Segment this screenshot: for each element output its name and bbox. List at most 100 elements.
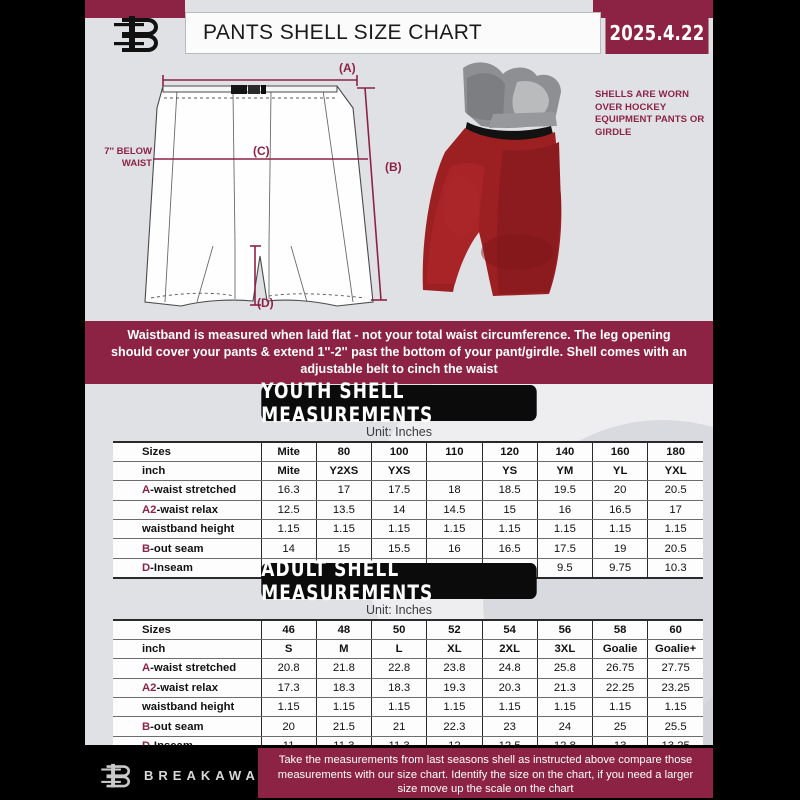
measurement-instructions-banner: Waistband is measured when laid flat - n… [85, 321, 713, 384]
table-cell: YXS [371, 461, 428, 482]
brand-logo-icon [85, 12, 185, 54]
row-label: A2-waist relax [113, 678, 262, 699]
footer-brand-name: BREAKAWAY [144, 767, 273, 783]
row-label: waistband height [113, 697, 262, 718]
footer-brand: BREAKAWAY [100, 760, 272, 790]
table-cell: 25 [592, 716, 649, 737]
diagram-region: (A) (B) (C) (D) 7'' BELOW WAIST SHELLS A… [85, 56, 713, 318]
dimension-label-c: (C) [253, 144, 270, 158]
table-cell: 16.3 [261, 480, 317, 501]
table-cell: 48 [316, 618, 373, 640]
date-badge: 2025.4.22 [605, 12, 709, 54]
table-cell: 56 [537, 618, 594, 640]
table-cell: Mite [261, 440, 317, 462]
table-cell: 23.8 [426, 658, 483, 679]
table-cell: 160 [592, 440, 649, 462]
shorts-technical-drawing [144, 62, 562, 307]
youth-unit-label: Unit: Inches [365, 425, 432, 439]
table-cell: Goalie [592, 639, 649, 660]
table-cell: XL [426, 639, 483, 660]
photo-note: SHELLS ARE WORN OVER HOCKEY EQUIPMENT PA… [595, 89, 705, 138]
table-cell: 21.3 [537, 678, 594, 699]
table-cell: 1.15 [371, 697, 428, 718]
youth-measurements-table: Sizes Mite 80 100 110 120 140 160 180 inch Mite Y2X… [113, 440, 703, 579]
row-label: B-out seam [113, 716, 262, 737]
adult-section-heading: ADULT SHELL MEASUREMENTS [261, 557, 537, 605]
table-cell: 22.25 [592, 678, 649, 699]
brand-logo-footer-icon [101, 763, 130, 788]
row-label: A2-waist relax [113, 500, 262, 521]
table-cell: 17.3 [261, 678, 317, 699]
table-cell: 16.5 [592, 500, 649, 521]
table-cell: 22.8 [371, 658, 428, 679]
table-cell: 15.5 [371, 538, 428, 559]
table-cell: 10.3 [647, 558, 703, 579]
table-row: Sizes Mite 80 100 110 120 140 160 180 [113, 440, 703, 462]
header-row: PANTS SHELL SIZE CHART 2025.4.22 [85, 12, 713, 54]
table-cell: 17 [316, 480, 373, 501]
row-label-marker: A2 [142, 681, 157, 694]
table-cell: M [316, 639, 373, 660]
table-cell: 1.15 [426, 519, 483, 540]
table-cell: YS [482, 461, 538, 482]
product-photo [422, 62, 562, 296]
table-cell: 18 [426, 480, 483, 501]
table-row: B-out seam 20 21.5 21 22.3 23 24 25 25.5 [113, 716, 703, 737]
row-label: A-waist stretched [113, 658, 262, 679]
table-cell: 80 [316, 440, 373, 462]
table-row: A-waist stretched 16.3 17 17.5 18 18.5 19.5 20 2… [113, 480, 703, 501]
row-label: Sizes [113, 618, 262, 640]
table-cell: 110 [426, 440, 483, 462]
table-cell: 50 [371, 618, 428, 640]
table-row: A-waist stretched 20.8 21.8 22.8 23.8 24.8 25.… [113, 658, 703, 679]
adult-measurements-table: Sizes 46 48 50 52 54 56 58 60 inch S M L XL 2XL 3XL Goal… [113, 618, 703, 757]
table-cell: YXL [647, 461, 703, 482]
table-cell: 100 [371, 440, 428, 462]
table-cell: 13.5 [316, 500, 373, 521]
table-cell: Goalie+ [647, 639, 703, 660]
table-cell: 12.5 [261, 500, 317, 521]
table-cell: 17.5 [371, 480, 428, 501]
table-cell: 60 [647, 618, 703, 640]
footer-instructions: Take the measurements from last seasons … [258, 748, 713, 798]
waist-note-line-2: WAIST [121, 158, 152, 169]
table-cell: 1.15 [482, 519, 538, 540]
table-cell: 3XL [537, 639, 594, 660]
table-cell: 1.15 [537, 519, 594, 540]
table-cell: 20 [592, 480, 649, 501]
table-cell: 22.3 [426, 716, 483, 737]
row-label-marker: B [142, 720, 151, 733]
table-cell: 23 [482, 716, 538, 737]
row-label: inch [113, 461, 262, 482]
table-cell: 52 [426, 618, 483, 640]
table-row: waistband height 1.15 1.15 1.15 1.15 1.15 1.15… [113, 519, 703, 540]
table-cell: 16.5 [482, 538, 538, 559]
table-cell: 20.5 [647, 538, 703, 559]
table-cell: 25.8 [537, 658, 594, 679]
table-cell: Mite [261, 461, 317, 482]
table-cell: 140 [537, 440, 594, 462]
table-cell: 1.15 [592, 697, 649, 718]
row-label-marker: A2 [142, 503, 157, 516]
table-cell: 16 [426, 538, 483, 559]
table-cell: Y2XS [316, 461, 373, 482]
table-cell: 20.3 [482, 678, 538, 699]
table-row: inch S M L XL 2XL 3XL Goalie Goalie+ [113, 639, 703, 660]
table-cell: 18.3 [316, 678, 373, 699]
table-cell: 1.15 [316, 519, 373, 540]
row-label-marker: B [142, 542, 151, 555]
table-cell: 20.5 [647, 480, 703, 501]
table-cell: 15 [482, 500, 538, 521]
header-accent-left [85, 0, 185, 18]
table-cell: 18.5 [482, 480, 538, 501]
table-cell: 2XL [482, 639, 538, 660]
table-cell: 17 [647, 500, 703, 521]
row-label: A-waist stretched [113, 480, 262, 501]
row-label-marker: A [142, 484, 151, 497]
row-label: inch [113, 639, 262, 660]
row-label: B-out seam [113, 538, 262, 559]
table-cell: 19.3 [426, 678, 483, 699]
table-cell: 16 [537, 500, 594, 521]
table-cell: 120 [482, 440, 538, 462]
